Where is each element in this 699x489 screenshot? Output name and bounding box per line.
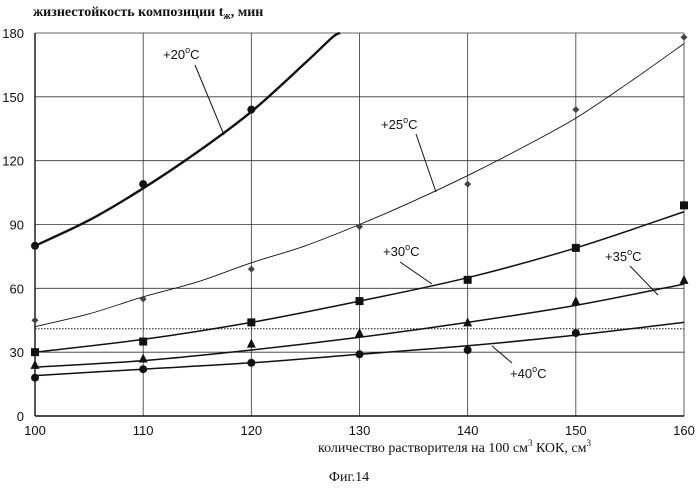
data-point-series-2 — [31, 348, 39, 356]
label-leader-40 — [492, 346, 512, 363]
data-point-series-2 — [247, 318, 255, 326]
data-point-series-1 — [681, 34, 688, 41]
data-point-series-1 — [464, 181, 471, 188]
x-axis-title-mid: КОК, см — [532, 441, 586, 456]
data-point-series-3 — [680, 275, 689, 284]
y-tick-label: 150 — [2, 90, 24, 105]
data-point-series-4 — [247, 359, 255, 367]
data-point-series-2 — [572, 244, 580, 252]
data-point-series-3 — [31, 360, 40, 369]
data-point-series-2 — [464, 276, 472, 284]
x-axis-title-sup-2: 3 — [586, 438, 591, 448]
series-label-40-unit: C — [537, 366, 546, 381]
series-label-30: +30oC — [383, 242, 419, 259]
x-axis-title: количество растворителя на 100 см 3 КОК, … — [318, 438, 591, 456]
y-tick-label: 180 — [2, 26, 24, 41]
y-tick-label: 30 — [10, 345, 24, 360]
x-tick-label: 100 — [24, 423, 46, 438]
x-tick-label: 150 — [565, 423, 587, 438]
y-tick-label: 90 — [10, 218, 24, 233]
data-point-series-3 — [571, 296, 580, 305]
series-label-40-value: +40 — [510, 366, 532, 381]
figure-caption: Фиг.14 — [329, 470, 369, 485]
data-point-series-4 — [356, 350, 364, 358]
series-label-25-unit: C — [408, 117, 417, 132]
series-label-30-value: +30 — [383, 244, 405, 259]
series-label-35-value: +35 — [605, 249, 627, 264]
y-axis-title: жизнестойкость композиции tж, мин — [33, 5, 263, 22]
series-label-20: +20oC — [163, 45, 199, 62]
data-point-series-2 — [356, 297, 364, 305]
label-leader-25 — [416, 134, 436, 192]
data-point-series-0 — [31, 242, 39, 250]
y-tick-label: 0 — [17, 409, 24, 424]
label-leader-20 — [195, 65, 224, 135]
x-tick-label: 140 — [457, 423, 479, 438]
label-leader-35 — [630, 266, 658, 295]
x-tick-label: 120 — [240, 423, 262, 438]
data-point-series-2 — [139, 338, 147, 346]
data-point-series-3 — [355, 328, 364, 337]
data-point-series-4 — [464, 346, 472, 354]
data-point-series-1 — [32, 317, 39, 324]
data-point-series-4 — [31, 374, 39, 382]
label-leader-30 — [400, 262, 432, 284]
data-point-series-4 — [572, 329, 580, 337]
x-tick-label: 130 — [349, 423, 371, 438]
y-axis-title-main: жизнестойкость композиции t — [33, 5, 224, 20]
data-point-series-2 — [680, 201, 688, 209]
data-point-series-3 — [139, 354, 148, 363]
data-point-series-1 — [572, 106, 579, 113]
data-point-series-0 — [247, 106, 255, 114]
x-axis-title-main: количество растворителя на 100 см — [318, 441, 528, 456]
y-tick-label: 60 — [10, 281, 24, 296]
x-tick-label: 110 — [133, 423, 154, 438]
y-axis-title-unit: , мин — [231, 5, 264, 20]
series-label-20-value: +20 — [163, 47, 185, 62]
y-tick-label: 120 — [2, 154, 24, 169]
series-label-35-unit: C — [632, 249, 641, 264]
tick-labels: 0 30 60 90 120 150 180 100 110 120 130 140 150 160 — [2, 26, 695, 438]
series-label-25: +25oC — [381, 115, 417, 132]
series-label-40: +40oC — [510, 364, 546, 381]
data-point-series-4 — [139, 365, 147, 373]
series-label-30-unit: C — [410, 244, 419, 259]
x-tick-label: 160 — [673, 423, 695, 438]
data-point-series-1 — [248, 266, 255, 273]
series-label-25-value: +25 — [381, 117, 403, 132]
data-point-series-3 — [247, 339, 256, 348]
data-point-series-0 — [139, 180, 147, 188]
series-label-35: +35oC — [605, 247, 641, 264]
series-curve-0 — [35, 33, 340, 246]
series-label-20-unit: C — [190, 47, 199, 62]
